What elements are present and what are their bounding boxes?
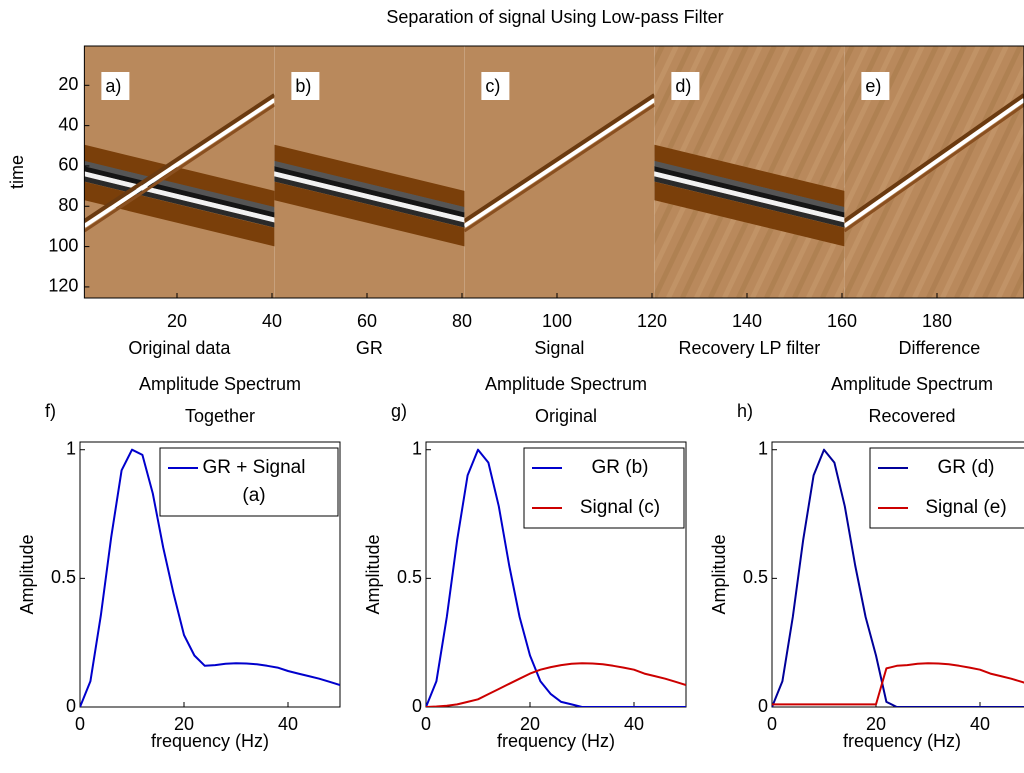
panel-label: e): [865, 76, 881, 96]
x-axis-label: GR: [356, 338, 383, 358]
x-axis-label: Difference: [899, 338, 981, 358]
x-tick-label: 20: [866, 714, 886, 734]
y-tick-label: 80: [58, 195, 78, 215]
x-axis-label: frequency (Hz): [497, 731, 615, 751]
page: {"chart_data": [ {"type": "image", "titl…: [0, 0, 1024, 773]
x-axis-label: Signal: [534, 338, 584, 358]
y-tick-label: 0.5: [397, 567, 422, 587]
x-tick-label: 40: [970, 714, 990, 734]
figure: Separation of signal Using Low-pass Filt…: [0, 0, 1024, 773]
chart-subtitle: Recovered: [868, 406, 955, 426]
y-tick-label: 0.5: [51, 567, 76, 587]
legend-entry: GR (b): [560, 454, 680, 484]
x-tick-label: 60: [357, 311, 377, 331]
panel-label: b): [295, 76, 311, 96]
legend-entry: Signal (e): [906, 494, 1024, 524]
chart-subtitle: Original: [535, 406, 597, 426]
x-tick-label: 0: [421, 714, 431, 734]
x-tick-label: 140: [732, 311, 762, 331]
panel-label: h): [737, 401, 753, 421]
x-tick-label: 20: [167, 311, 187, 331]
y-tick-label: 60: [58, 155, 78, 175]
chart-title: Separation of signal Using Low-pass Filt…: [386, 7, 723, 27]
legend-label: Signal (c): [560, 494, 680, 522]
y-tick-label: 120: [48, 276, 78, 296]
y-tick-label: 1: [66, 438, 76, 458]
x-tick-label: 180: [922, 311, 952, 331]
legend-label: GR (d): [906, 454, 1024, 482]
x-tick-label: 160: [827, 311, 857, 331]
chart-title: Amplitude Spectrum: [831, 374, 993, 394]
chart-subtitle: Together: [185, 406, 255, 426]
x-axis-label: frequency (Hz): [151, 731, 269, 751]
chart-title: Amplitude Spectrum: [139, 374, 301, 394]
y-tick-label: 0: [758, 696, 768, 716]
y-tick-label: 0: [66, 696, 76, 716]
legend-label: GR + Signal (a): [196, 454, 312, 510]
x-axis-label: Original data: [128, 338, 231, 358]
x-tick-label: 40: [262, 311, 282, 331]
panel-label: a): [105, 76, 121, 96]
legend-entry: Signal (c): [560, 494, 680, 524]
panel-label: g): [391, 401, 407, 421]
x-tick-label: 40: [278, 714, 298, 734]
x-tick-label: 100: [542, 311, 572, 331]
legend-label: Signal (e): [906, 494, 1024, 522]
legend-entry: GR + Signal (a): [196, 454, 334, 514]
panel-label: f): [45, 401, 56, 421]
chart-title: Amplitude Spectrum: [485, 374, 647, 394]
legend-entry: GR (d): [906, 454, 1024, 484]
y-tick-label: 100: [48, 235, 78, 255]
y-tick-label: 0: [412, 696, 422, 716]
x-tick-label: 40: [624, 714, 644, 734]
y-tick-label: 20: [58, 74, 78, 94]
y-axis-label: Amplitude: [17, 534, 37, 614]
x-tick-label: 120: [637, 311, 667, 331]
y-axis-label: Amplitude: [363, 534, 383, 614]
y-tick-label: 1: [412, 438, 422, 458]
y-tick-label: 1: [758, 438, 768, 458]
x-tick-label: 20: [520, 714, 540, 734]
legend-label: GR (b): [560, 454, 680, 482]
x-tick-label: 20: [174, 714, 194, 734]
x-tick-label: 80: [452, 311, 472, 331]
panel-label: c): [485, 76, 500, 96]
x-tick-label: 0: [75, 714, 85, 734]
y-axis-label: time: [7, 155, 27, 189]
panel-label: d): [675, 76, 691, 96]
x-axis-label: Recovery LP filter: [679, 338, 821, 358]
y-tick-label: 40: [58, 114, 78, 134]
y-tick-label: 0.5: [743, 567, 768, 587]
x-axis-label: frequency (Hz): [843, 731, 961, 751]
x-tick-label: 0: [767, 714, 777, 734]
y-axis-label: Amplitude: [709, 534, 729, 614]
